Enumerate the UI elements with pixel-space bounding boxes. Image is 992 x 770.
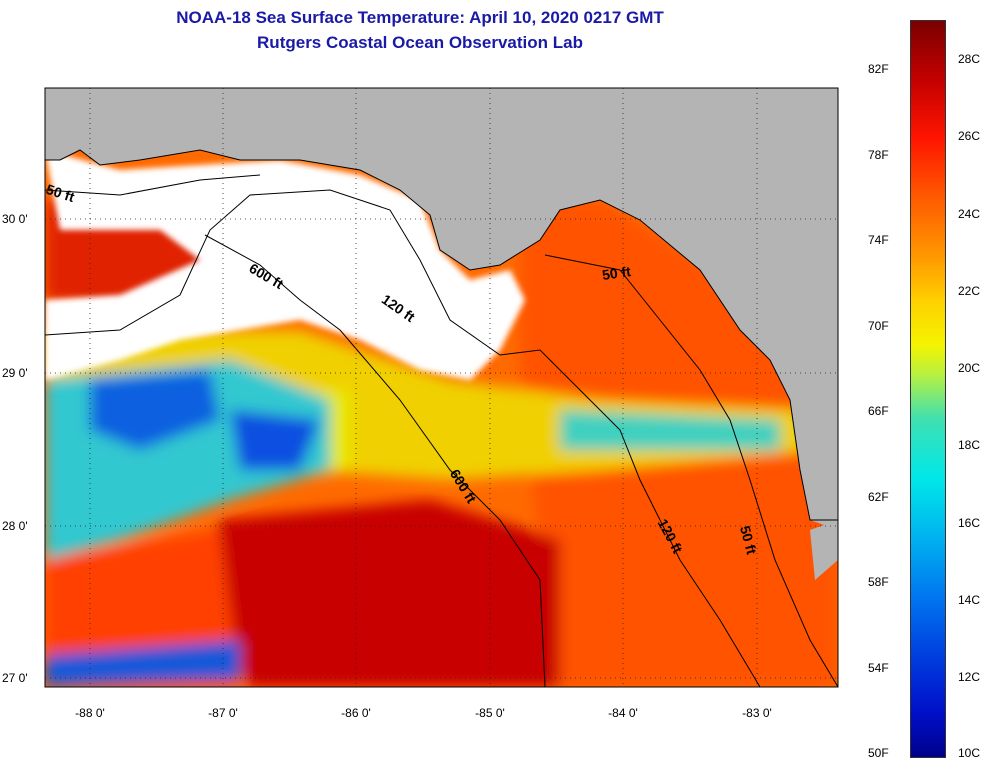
contour-120ft (45, 189, 761, 687)
colorbar-f-label: 74F (868, 233, 889, 247)
chart-subtitle: Rutgers Coastal Ocean Observation Lab (257, 33, 583, 52)
lon-label: -87 0' (208, 706, 238, 720)
colorbar-f-label: 66F (868, 404, 889, 418)
colorbar-c-label: 22C (958, 284, 981, 298)
lat-label: 30 0' (2, 212, 28, 226)
colorbar-c-label: 14C (958, 593, 981, 607)
lon-label: -84 0' (608, 706, 638, 720)
colorbar-c-label: 12C (958, 670, 981, 684)
colorbar-f-label: 58F (868, 575, 889, 589)
colorbar-f-label: 54F (868, 661, 889, 675)
colorbar-c-label: 16C (958, 516, 981, 530)
colorbar-c-label: 10C (958, 746, 981, 760)
lon-label: -86 0' (341, 706, 371, 720)
colorbar-c-label: 28C (958, 52, 981, 66)
colorbar-f-label: 62F (868, 490, 889, 504)
colorbar-f-label: 78F (868, 148, 889, 162)
lon-label: -85 0' (475, 706, 505, 720)
colorbar-f-label: 82F (868, 62, 889, 76)
lat-label: 29 0' (2, 366, 28, 380)
colorbar-c-label: 24C (958, 207, 981, 221)
coastline (45, 149, 838, 521)
colorbar-c-label: 26C (958, 129, 981, 143)
colorbar-c-label: 18C (958, 438, 981, 452)
lat-label: 27 0' (2, 671, 28, 685)
cloud-mask (45, 150, 525, 380)
lon-label: -83 0' (742, 706, 772, 720)
contour-600ft (204, 234, 546, 687)
colorbar-f-label: 70F (868, 319, 889, 333)
map-frame (44, 87, 839, 688)
lat-label: 28 0' (2, 519, 28, 533)
graticule (45, 88, 838, 687)
lon-label: -88 0' (75, 706, 105, 720)
chart-title: NOAA-18 Sea Surface Temperature: April 1… (176, 8, 664, 27)
colorbar-c-label: 20C (958, 361, 981, 375)
colorbar (910, 20, 946, 758)
land-mass (45, 88, 838, 530)
contour-50ft (544, 254, 838, 687)
colorbar-f-label: 50F (868, 746, 889, 760)
